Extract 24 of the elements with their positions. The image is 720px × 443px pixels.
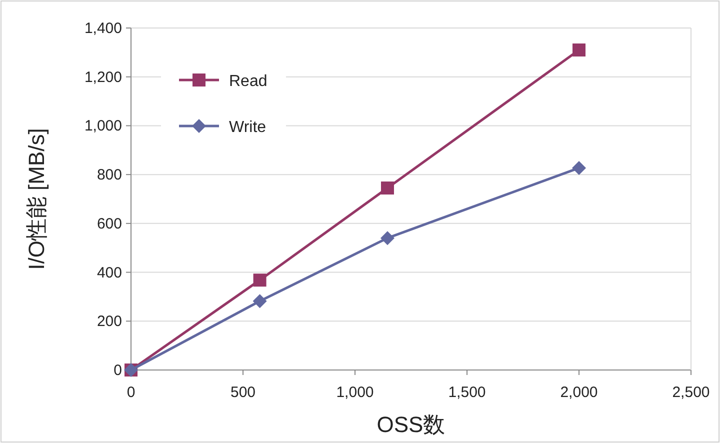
y-tick-label: 200 [96, 313, 122, 330]
x-tick-label: 500 [230, 384, 256, 401]
x-tick-label: 1,000 [336, 384, 374, 401]
point [253, 274, 266, 287]
x-tick-label: 2,000 [560, 384, 598, 401]
point [380, 231, 394, 246]
y-tick-label: 600 [96, 215, 122, 232]
point [572, 160, 586, 175]
y-tick-label: 1,200 [84, 68, 122, 86]
y-tick-label: 1,000 [84, 118, 122, 135]
legend-label: Write [229, 119, 266, 136]
x-tick-label: 1,500 [448, 384, 486, 401]
y-tick-label: 0 [114, 362, 122, 379]
point [572, 43, 586, 56]
y-tick-label: 800 [96, 166, 122, 184]
y-axis-title: I/O性能 [MB/s] [24, 128, 49, 270]
point [252, 294, 267, 308]
x-tick-label: 2,500 [672, 384, 710, 401]
y-tick-label: 1,400 [84, 20, 122, 37]
y-tick-label: 400 [96, 264, 122, 282]
x-tick-label: 0 [126, 384, 136, 401]
x-axis-title: OSS数 [376, 412, 446, 437]
legend-label: Read [229, 73, 268, 90]
point [380, 182, 394, 195]
